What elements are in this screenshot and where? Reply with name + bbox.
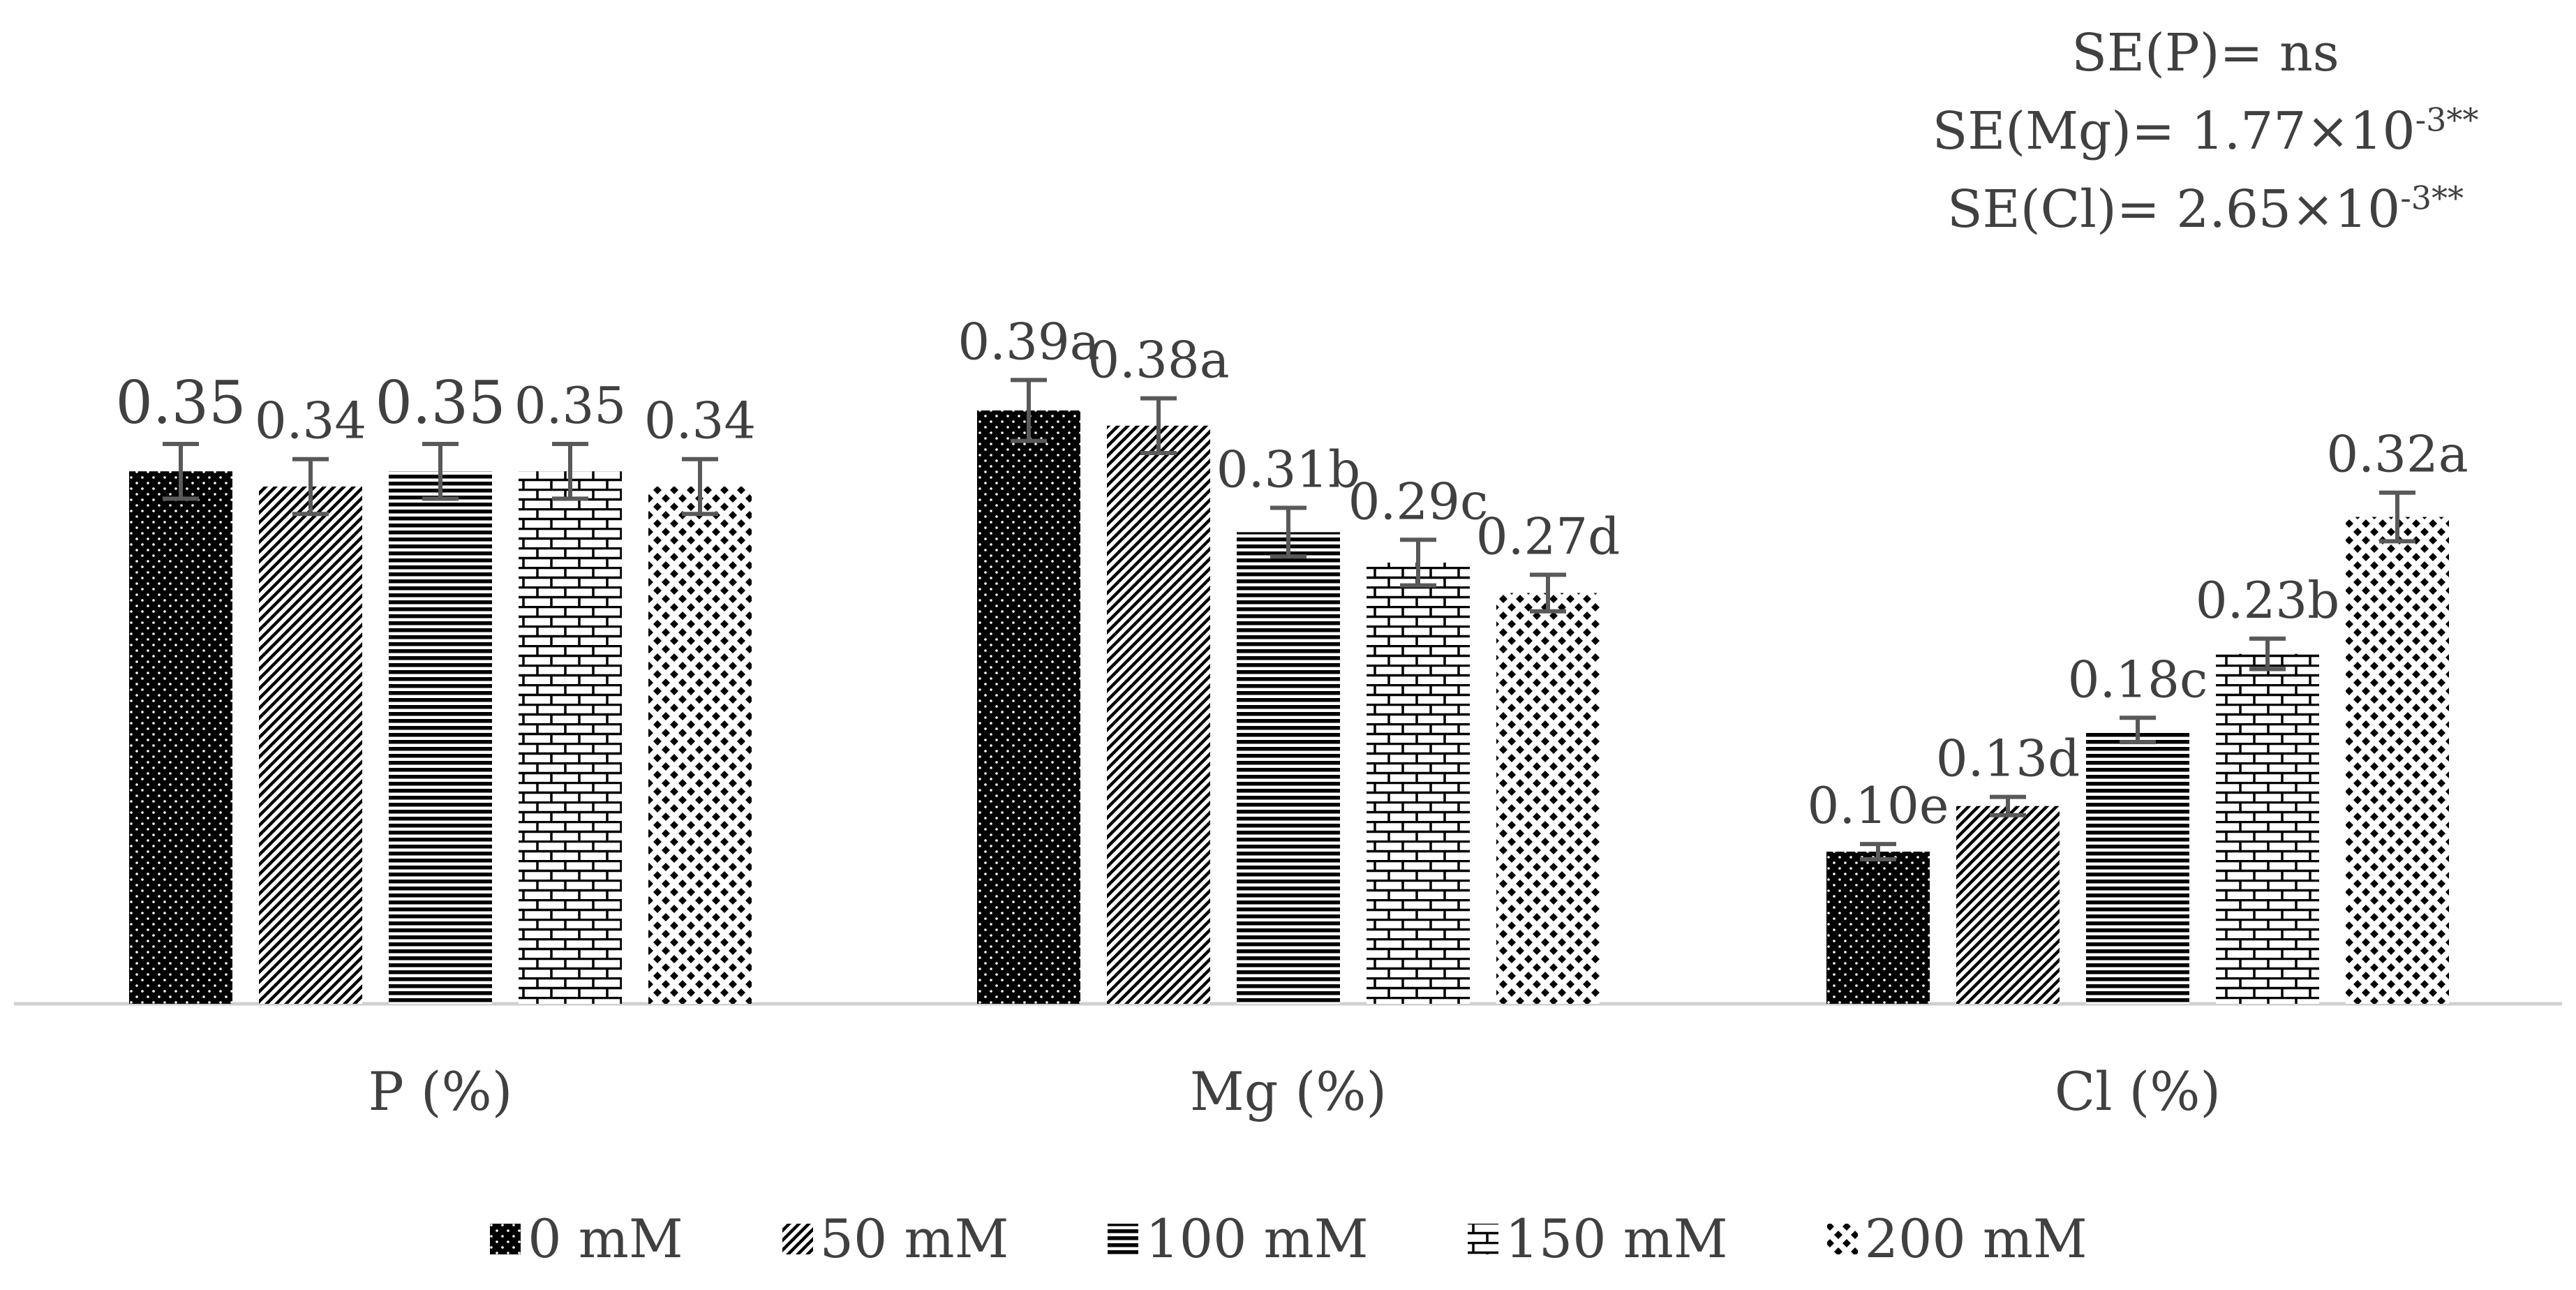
error-bar — [1140, 396, 1177, 456]
error-bar — [1011, 378, 1047, 443]
se-mg-label: SE(Mg)= 1.77×10-3** — [1932, 101, 2479, 161]
error-bar — [1530, 572, 1566, 614]
legend-item-150mm: 150 mM — [1466, 1208, 1728, 1270]
legend-label: 0 mM — [528, 1208, 683, 1270]
error-bar — [1990, 794, 2026, 817]
error-bar — [2249, 636, 2286, 672]
data-label: 0.35 — [375, 369, 505, 437]
data-label: 0.34 — [644, 392, 756, 450]
legend-swatch — [490, 1223, 521, 1254]
bar-200mm-cat2 — [2346, 517, 2449, 1004]
legend-swatch — [1108, 1223, 1139, 1254]
bar-0mm-cat1 — [977, 410, 1080, 1004]
bar-0mm-cat0 — [129, 471, 232, 1004]
error-bar — [682, 457, 718, 517]
bar-50mm-cat2 — [1956, 806, 2060, 1004]
legend-swatch — [782, 1223, 813, 1254]
bar-200mm-cat0 — [648, 486, 752, 1004]
error-bar — [552, 441, 588, 501]
error-bar — [163, 441, 199, 501]
data-label: 0.18c — [2068, 650, 2208, 709]
data-label: 0.13d — [1936, 729, 2080, 788]
category-label: Mg (%) — [1190, 1060, 1387, 1122]
significance-annotations: SE(P)= ns SE(Mg)= 1.77×10-3** SE(Cl)= 2.… — [1884, 14, 2526, 249]
error-bar — [292, 457, 329, 517]
error-bar — [1400, 538, 1436, 588]
legend-swatch — [1467, 1223, 1498, 1254]
data-label: 0.10e — [1808, 776, 1949, 835]
error-bar — [422, 441, 459, 501]
legend-item-200mm: 200 mM — [1826, 1208, 2087, 1270]
se-cl-label: SE(Cl)= 2.65×10-3** — [1946, 179, 2464, 239]
data-label: 0.29c — [1348, 472, 1489, 531]
data-label: 0.32a — [2326, 425, 2468, 484]
data-label: 0.38a — [1087, 331, 1229, 390]
data-label: 0.27d — [1476, 507, 1620, 565]
bar-150mm-cat2 — [2216, 653, 2319, 1004]
bar-150mm-cat0 — [519, 471, 622, 1004]
bar-150mm-cat1 — [1367, 562, 1470, 1004]
legend-item-0mm: 0 mM — [489, 1208, 683, 1270]
legend-swatch — [1826, 1223, 1858, 1254]
data-label: 0.35 — [514, 376, 626, 435]
legend-label: 100 mM — [1145, 1208, 1369, 1270]
legend-item-100mm: 100 mM — [1106, 1208, 1369, 1270]
bar-50mm-cat1 — [1107, 425, 1210, 1004]
data-label: 0.39a — [958, 312, 1099, 371]
error-bar — [1270, 505, 1306, 559]
bar-50mm-cat0 — [259, 486, 362, 1004]
bar-100mm-cat2 — [2086, 729, 2189, 1004]
data-label: 0.35 — [115, 369, 246, 437]
data-label: 0.23b — [2196, 571, 2339, 630]
chart-legend: 0 mM 50 mM 100 mM 150 mM 200 mM — [0, 1208, 2576, 1270]
bar-0mm-cat2 — [1826, 852, 1930, 1004]
se-p-label: SE(P)= ns — [2071, 23, 2339, 83]
error-bar — [1860, 842, 1896, 861]
data-label: 0.31b — [1216, 440, 1360, 498]
legend-label: 50 mM — [819, 1208, 1009, 1270]
bar-200mm-cat1 — [1496, 593, 1600, 1004]
category-label: Cl (%) — [2055, 1060, 2221, 1122]
legend-label: 150 mM — [1505, 1208, 1728, 1270]
bar-100mm-cat0 — [389, 471, 492, 1004]
error-bar — [2120, 716, 2156, 745]
error-bar — [2379, 490, 2415, 544]
legend-label: 200 mM — [1864, 1208, 2087, 1270]
data-label: 0.34 — [255, 392, 366, 450]
legend-item-50mm: 50 mM — [781, 1208, 1009, 1270]
category-label: P (%) — [368, 1060, 513, 1122]
bar-100mm-cat1 — [1237, 532, 1340, 1004]
